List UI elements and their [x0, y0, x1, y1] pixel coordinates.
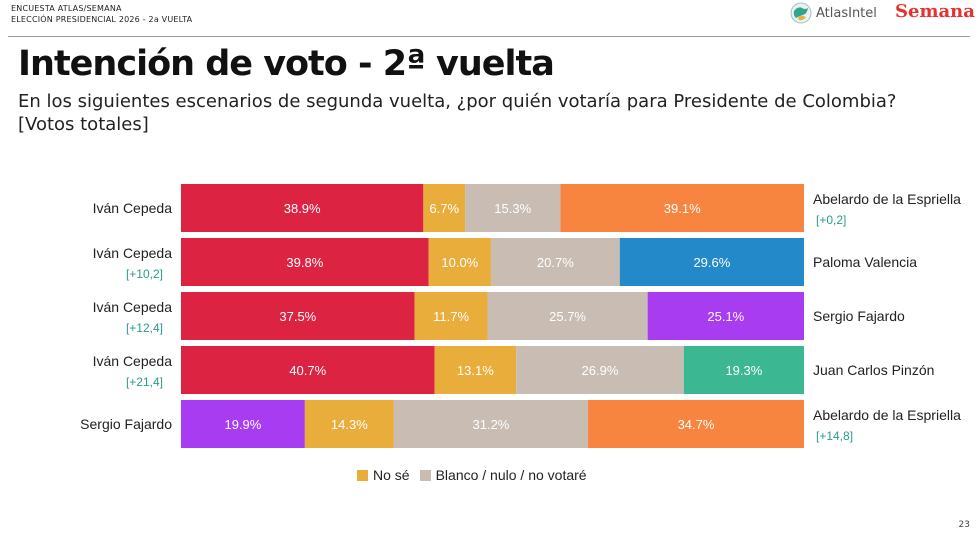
right-candidate-label: Juan Carlos Pinzón: [813, 362, 934, 378]
bar-segment: [647, 292, 804, 340]
right-lead-label: [+14,8]: [816, 429, 853, 443]
bar-segment: [181, 184, 424, 232]
data-label: 37.5%: [279, 309, 316, 324]
right-lead-label: [+0,2]: [816, 213, 846, 227]
semana-logo: Semana: [895, 1, 975, 22]
data-label: 14.3%: [331, 417, 368, 432]
legend-item-no-se: No sé: [357, 467, 410, 483]
atlasintel-logo: AtlasIntel: [790, 2, 877, 24]
bar-segment: [683, 346, 804, 394]
legend-label-no-se: No sé: [373, 467, 410, 483]
bar-segment: [181, 346, 435, 394]
bar-segment: [490, 238, 620, 286]
data-label: 11.7%: [433, 309, 469, 324]
data-label: 31.2%: [473, 417, 510, 432]
page-subtitle-note: [Votos totales]: [18, 114, 149, 135]
data-label: 26.9%: [582, 363, 619, 378]
data-label: 25.7%: [549, 309, 586, 324]
left-candidate-label: Sergio Fajardo: [80, 416, 172, 432]
legend-swatch-blanco: [419, 469, 431, 481]
right-candidate-label: Abelardo de la Espriella: [813, 191, 961, 207]
legend-swatch-no-se: [357, 469, 368, 481]
bar-segment: [465, 184, 561, 232]
left-candidate-label: Iván Cepeda: [93, 245, 173, 261]
left-candidate-label: Iván Cepeda: [93, 200, 173, 216]
left-lead-label: [+21,4]: [126, 375, 163, 389]
data-label: 40.7%: [289, 363, 326, 378]
atlasintel-wordmark: AtlasIntel: [816, 5, 877, 21]
data-label: 39.1%: [664, 201, 701, 216]
data-label: 19.3%: [725, 363, 762, 378]
bar-segment: [304, 400, 394, 448]
bar-segment: [414, 292, 488, 340]
bar-segment: [393, 400, 589, 448]
bar-segment: [181, 400, 305, 448]
bar-segment: [423, 184, 466, 232]
atlasintel-globe-icon: [790, 2, 812, 24]
data-label: 25.1%: [707, 309, 744, 324]
right-candidate-label: Sergio Fajardo: [813, 308, 905, 324]
chart-legend: No sé Blanco / nulo / no votaré: [357, 467, 597, 483]
left-candidate-label: Iván Cepeda: [93, 353, 173, 369]
right-candidate-label: Paloma Valencia: [813, 254, 917, 270]
right-candidate-label: Abelardo de la Espriella: [813, 407, 961, 423]
data-label: 39.8%: [286, 255, 323, 270]
data-label: 19.9%: [224, 417, 261, 432]
bar-segment: [487, 292, 648, 340]
bar-segment: [588, 400, 804, 448]
bar-segment: [181, 292, 415, 340]
bar-segment: [434, 346, 517, 394]
data-label: 34.7%: [678, 417, 715, 432]
page-subtitle: En los siguientes escenarios de segunda …: [18, 91, 897, 112]
header-divider: [8, 36, 970, 37]
bar-segment: [516, 346, 684, 394]
data-label: 13.1%: [457, 363, 494, 378]
data-label: 20.7%: [537, 255, 574, 270]
data-label: 38.9%: [284, 201, 321, 216]
page-number: 23: [958, 520, 970, 530]
left-lead-label: [+10,2]: [126, 267, 163, 281]
legend-item-blanco: Blanco / nulo / no votaré: [419, 467, 587, 483]
election-name: ELECCIÓN PRESIDENCIAL 2026 - 2a VUELTA: [11, 15, 193, 24]
data-label: 15.3%: [494, 201, 531, 216]
left-lead-label: [+12,4]: [126, 321, 163, 335]
survey-name: ENCUESTA ATLAS/SEMANA: [11, 4, 122, 13]
data-label: 6.7%: [429, 201, 459, 216]
page-title: Intención de voto - 2ª vuelta: [18, 44, 555, 84]
legend-label-blanco: Blanco / nulo / no votaré: [435, 467, 587, 483]
bar-segment: [181, 238, 429, 286]
left-candidate-label: Iván Cepeda: [93, 299, 173, 315]
data-label: 29.6%: [693, 255, 730, 270]
bar-segment: [619, 238, 804, 286]
data-label: 10.0%: [441, 255, 478, 270]
bar-segment: [560, 184, 804, 232]
bar-segment: [428, 238, 491, 286]
